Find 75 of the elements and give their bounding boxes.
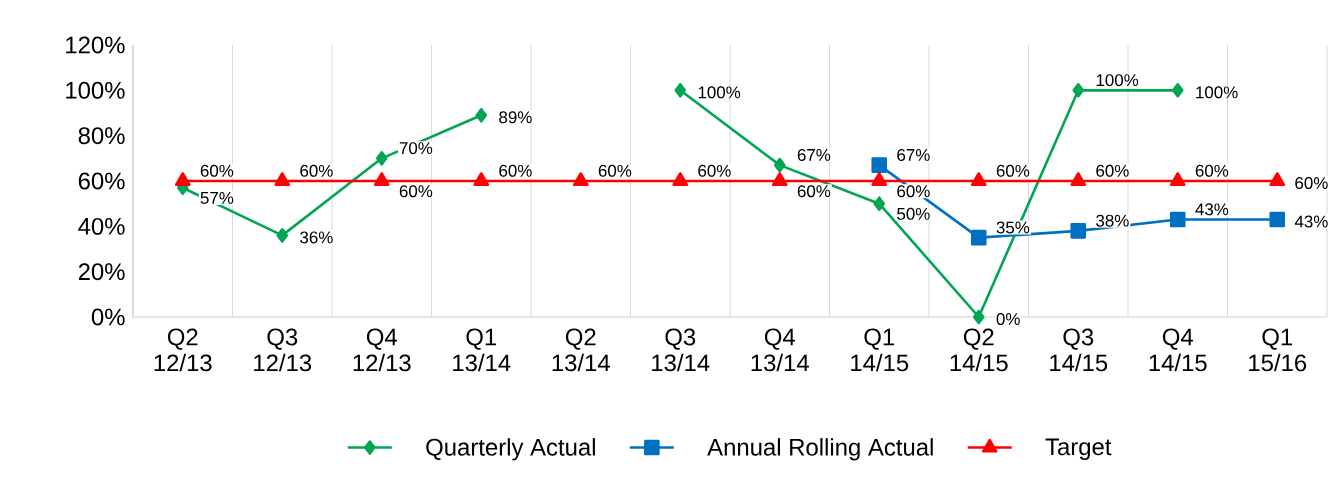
data-label: 60% xyxy=(399,185,433,198)
point xyxy=(375,151,388,166)
data-label: 100% xyxy=(1096,74,1139,87)
data-label: 35% xyxy=(996,221,1030,234)
x-tick-label: Q3 14/15 xyxy=(1050,328,1108,372)
point xyxy=(473,172,490,187)
point xyxy=(1169,211,1186,228)
point xyxy=(1072,83,1085,98)
data-label: 70% xyxy=(399,142,433,155)
x-tick-label: Q4 12/13 xyxy=(353,328,411,372)
data-label: 43% xyxy=(1195,203,1229,216)
point xyxy=(672,172,689,187)
point xyxy=(475,107,488,123)
point xyxy=(1070,172,1087,187)
point xyxy=(972,309,985,325)
data-label: 100% xyxy=(698,86,741,99)
point xyxy=(873,196,886,211)
data-label: 57% xyxy=(200,192,234,204)
y-tick-label: 60% xyxy=(78,172,125,190)
data-label: 60% xyxy=(200,164,234,177)
point xyxy=(773,157,786,173)
data-label: 100% xyxy=(1196,86,1238,99)
data-label: 60% xyxy=(499,164,532,177)
x-tick-label: Q1 14/15 xyxy=(851,328,909,372)
y-tick-label: 40% xyxy=(78,217,125,235)
data-label: 0% xyxy=(996,313,1020,325)
point xyxy=(674,83,687,98)
data-label: 67% xyxy=(797,148,831,161)
data-label: 60% xyxy=(1195,164,1229,177)
point xyxy=(871,172,888,187)
legend-label: Quarterly Actual xyxy=(426,438,595,461)
data-label: 67% xyxy=(897,148,930,161)
x-tick-label: Q3 13/14 xyxy=(652,328,710,372)
data-label: 60% xyxy=(1096,164,1129,177)
x-tick-label: Q3 12/13 xyxy=(254,328,312,372)
point xyxy=(1269,172,1286,187)
point xyxy=(771,172,788,187)
data-label: 43% xyxy=(1294,215,1328,228)
x-tick-label: Q2 12/13 xyxy=(154,328,212,372)
x-tick-label: Q2 13/14 xyxy=(552,328,610,372)
x-tick-label: Q4 14/15 xyxy=(1149,328,1207,372)
data-label: 38% xyxy=(1096,214,1129,227)
data-label: 60% xyxy=(698,164,731,177)
point xyxy=(1269,211,1286,228)
data-label: 60% xyxy=(996,164,1030,177)
y-tick-label: 100% xyxy=(66,81,125,99)
point xyxy=(1070,223,1087,239)
x-tick-label: Q1 13/14 xyxy=(453,328,511,372)
point xyxy=(970,229,987,246)
point xyxy=(1169,172,1186,187)
x-tick-label: Q4 13/14 xyxy=(751,328,809,372)
data-label: 36% xyxy=(300,231,333,244)
x-tick-label: Q2 14/15 xyxy=(950,328,1008,372)
data-label: 60% xyxy=(797,185,831,198)
data-label: 60% xyxy=(1295,177,1328,189)
y-tick-label: 120% xyxy=(66,36,125,54)
point xyxy=(276,228,289,243)
x-tick-label: Q1 15/16 xyxy=(1249,328,1307,372)
data-label: 60% xyxy=(598,164,632,177)
point xyxy=(572,172,589,187)
data-label: 60% xyxy=(897,185,930,198)
data-label: 89% xyxy=(499,111,532,124)
point xyxy=(1171,83,1184,98)
point xyxy=(274,172,291,187)
point xyxy=(871,157,888,173)
legend-label: Annual Rolling Actual xyxy=(707,438,933,461)
y-tick-label: 20% xyxy=(78,263,125,281)
y-tick-label: 80% xyxy=(78,127,125,145)
point xyxy=(373,172,390,187)
y-tick-label: 0% xyxy=(91,308,125,326)
data-label: 60% xyxy=(300,164,333,177)
data-label: 50% xyxy=(897,207,930,220)
point xyxy=(970,172,987,187)
point xyxy=(174,172,191,187)
legend-label: Target xyxy=(1045,438,1112,460)
